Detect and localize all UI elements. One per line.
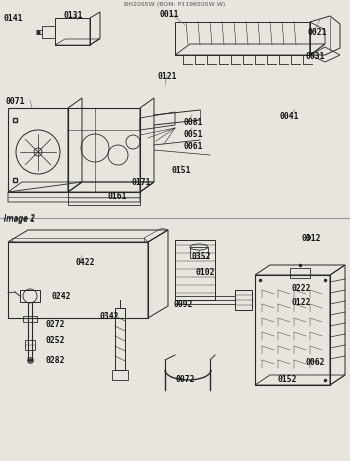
Text: 0152: 0152: [278, 375, 298, 384]
Text: 0342: 0342: [100, 312, 119, 321]
Text: 0041: 0041: [280, 112, 300, 121]
Text: 0102: 0102: [196, 268, 216, 277]
Text: 0051: 0051: [183, 130, 203, 139]
Text: 0062: 0062: [305, 358, 324, 367]
Text: 0171: 0171: [131, 178, 150, 187]
Text: 0092: 0092: [173, 300, 193, 309]
Text: 0282: 0282: [46, 356, 65, 365]
Text: 0081: 0081: [183, 118, 203, 127]
Text: 0222: 0222: [292, 284, 312, 293]
Text: Image 1: Image 1: [4, 215, 35, 224]
Text: BH20S5W (BOM: P1196505W W): BH20S5W (BOM: P1196505W W): [124, 2, 226, 7]
Text: Image 2: Image 2: [4, 214, 35, 223]
Text: 0242: 0242: [52, 292, 71, 301]
Text: 0151: 0151: [172, 166, 191, 175]
Text: 0121: 0121: [158, 72, 177, 81]
Text: 0252: 0252: [46, 336, 65, 345]
Text: 0131: 0131: [64, 11, 84, 20]
Text: 0071: 0071: [5, 97, 24, 106]
Text: 0011: 0011: [160, 10, 180, 19]
Text: 0352: 0352: [192, 252, 211, 261]
Text: 0312: 0312: [302, 234, 322, 243]
Text: 0141: 0141: [3, 14, 22, 23]
Text: 0061: 0061: [183, 142, 203, 151]
Text: 0072: 0072: [175, 375, 195, 384]
Text: 0122: 0122: [292, 298, 312, 307]
Text: 0021: 0021: [307, 28, 327, 37]
Text: 0031: 0031: [305, 52, 324, 61]
Text: 0161: 0161: [107, 192, 126, 201]
Text: 0272: 0272: [46, 320, 65, 329]
Text: 0422: 0422: [75, 258, 94, 267]
